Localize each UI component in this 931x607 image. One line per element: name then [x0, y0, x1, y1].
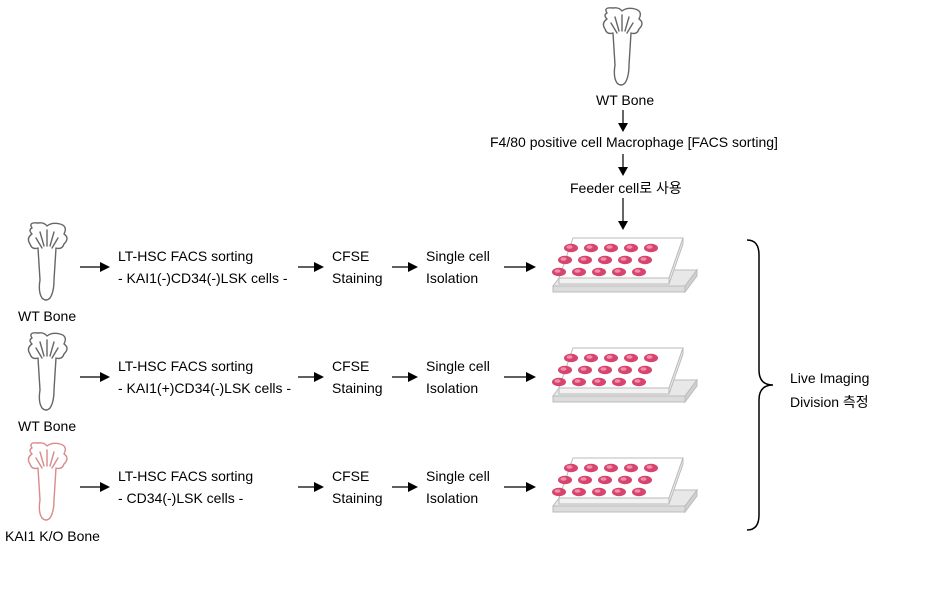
sort-title-row0: LT-HSC FACS sorting [118, 248, 288, 264]
output-line1: Live Imaging [790, 370, 869, 386]
arrow-down-3 [616, 198, 630, 230]
sort-block-row2: LT-HSC FACS sorting - CD34(-)LSK cells - [118, 468, 253, 506]
facs-label: F4/80 positive cell Macrophage [FACS sor… [490, 134, 778, 150]
bone-icon-row1 [20, 330, 75, 418]
bone-icon-row2 [20, 440, 75, 528]
output-block: Live Imaging Division 측정 [790, 370, 869, 412]
arrow-row2-1 [80, 480, 110, 497]
arrow-row1-2 [298, 370, 324, 387]
arrow-row2-2 [298, 480, 324, 497]
cfse1-row2: CFSE [332, 468, 383, 484]
arrow-row0-2 [298, 260, 324, 277]
iso2-row0: Isolation [426, 270, 490, 286]
arrow-row1-4 [504, 370, 536, 387]
bone-icon-row0 [20, 220, 75, 308]
plate-icon-row2 [545, 450, 705, 525]
output-line2: Division 측정 [790, 392, 869, 412]
sort-block-row1: LT-HSC FACS sorting - KAI1(+)CD34(-)LSK … [118, 358, 291, 396]
iso1-row2: Single cell [426, 468, 490, 484]
sort-sub-row0: - KAI1(-)CD34(-)LSK cells - [118, 270, 288, 286]
sort-block-row0: LT-HSC FACS sorting - KAI1(-)CD34(-)LSK … [118, 248, 288, 286]
bone-label-row2: KAI1 K/O Bone [5, 528, 100, 544]
arrow-row0-4 [504, 260, 536, 277]
arrow-row2-4 [504, 480, 536, 497]
sort-title-row1: LT-HSC FACS sorting [118, 358, 291, 374]
sort-sub-row1: - KAI1(+)CD34(-)LSK cells - [118, 380, 291, 396]
bone-label-row0: WT Bone [18, 308, 76, 324]
arrow-row1-3 [392, 370, 418, 387]
cfse-block-row1: CFSE Staining [332, 358, 383, 396]
cfse1-row0: CFSE [332, 248, 383, 264]
cfse2-row1: Staining [332, 380, 383, 396]
iso1-row0: Single cell [426, 248, 490, 264]
cfse1-row1: CFSE [332, 358, 383, 374]
sort-sub-row2: - CD34(-)LSK cells - [118, 490, 253, 506]
iso-block-row2: Single cell Isolation [426, 468, 490, 506]
iso-block-row1: Single cell Isolation [426, 358, 490, 396]
bone-icon-top [595, 5, 650, 93]
sort-title-row2: LT-HSC FACS sorting [118, 468, 253, 484]
iso2-row2: Isolation [426, 490, 490, 506]
top-bone-label: WT Bone [596, 92, 654, 108]
arrow-row1-1 [80, 370, 110, 387]
bracket-icon [745, 235, 780, 535]
arrow-row0-3 [392, 260, 418, 277]
cfse2-row2: Staining [332, 490, 383, 506]
arrow-down-1 [616, 110, 630, 132]
plate-icon-row0 [545, 230, 705, 305]
plate-icon-row1 [545, 340, 705, 415]
cfse-block-row0: CFSE Staining [332, 248, 383, 286]
arrow-row2-3 [392, 480, 418, 497]
iso-block-row0: Single cell Isolation [426, 248, 490, 286]
iso2-row1: Isolation [426, 380, 490, 396]
arrow-row0-1 [80, 260, 110, 277]
bone-label-row1: WT Bone [18, 418, 76, 434]
arrow-down-2 [616, 154, 630, 176]
cfse-block-row2: CFSE Staining [332, 468, 383, 506]
cfse2-row0: Staining [332, 270, 383, 286]
feeder-label: Feeder cell로 사용 [570, 178, 682, 198]
iso1-row1: Single cell [426, 358, 490, 374]
